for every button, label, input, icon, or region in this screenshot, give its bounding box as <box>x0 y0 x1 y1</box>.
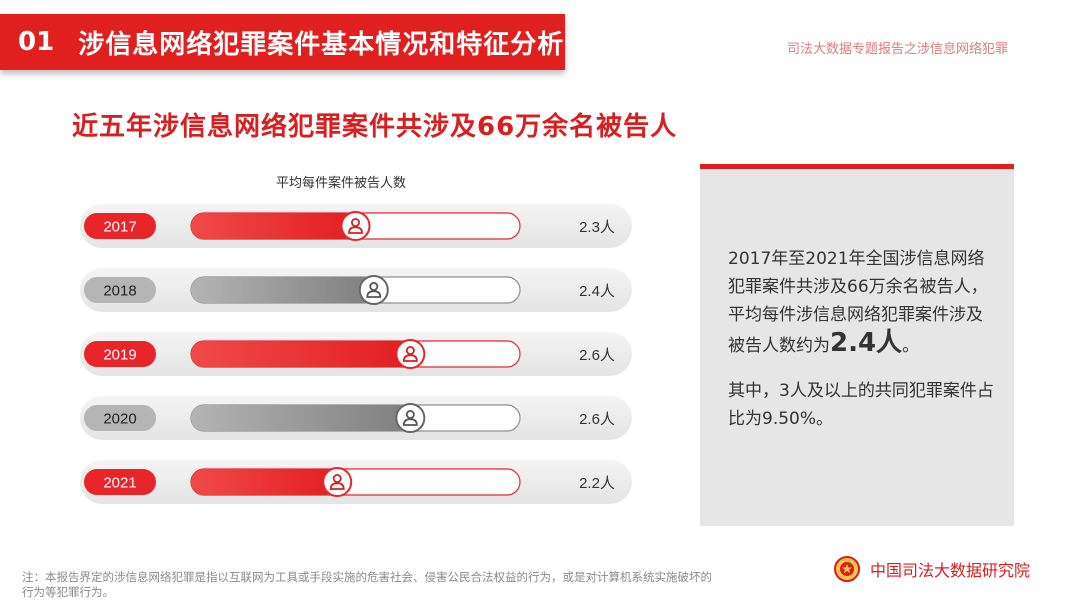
summary-detail: 其中，3人及以上的共同犯罪案件占比为9.50%。 <box>728 381 994 429</box>
chart-title: 平均每件案件被告人数 <box>276 176 407 191</box>
year-pill <box>84 405 156 431</box>
tick-label: 2018 <box>103 283 136 300</box>
tick-label: 2021 <box>103 475 136 492</box>
summary-highlight: 2.4人 <box>830 328 903 358</box>
bar-chart: 2017 2.3人 2018 2.4人 2019 2.6人 2020 2.6人 2021 2.2人 <box>80 204 632 504</box>
year-pill <box>84 469 156 495</box>
person-icon <box>322 467 353 497</box>
summary-end: 。 <box>902 336 920 356</box>
data-label: 2.4人 <box>579 283 615 300</box>
headline: 近五年涉信息网络犯罪案件共涉及66万余名被告人 <box>72 112 678 142</box>
bar <box>191 469 338 495</box>
data-label: 2.6人 <box>579 411 615 428</box>
data-label: 2.3人 <box>579 219 615 236</box>
summary-panel: 2017年至2021年全国涉信息网络犯罪案件共涉及66万余名被告人，平均每件涉信… <box>700 164 1014 526</box>
summary-main: 2017年至2021年全国涉信息网络犯罪案件共涉及66万余名被告人，平均每件涉信… <box>728 249 988 356</box>
bar <box>191 277 374 303</box>
data-label: 2.6人 <box>579 347 615 364</box>
year-pill <box>84 277 156 303</box>
person-icon <box>340 211 371 241</box>
summary-text: 2017年至2021年全国涉信息网络犯罪案件共涉及66万余名被告人，平均每件涉信… <box>728 245 998 360</box>
bar <box>191 405 411 431</box>
data-label: 2.2人 <box>579 475 615 492</box>
bar <box>191 213 356 239</box>
tick-label: 2019 <box>103 347 136 364</box>
bar <box>191 341 411 367</box>
tick-label: 2020 <box>103 411 136 428</box>
org-name: 中国司法大数据研究院 <box>870 561 1031 580</box>
org-logo: 中国司法大数据研究院 <box>834 556 1030 582</box>
section-title: 涉信息网络犯罪案件基本情况和特征分析 <box>78 29 565 60</box>
section-header: 01 涉信息网络犯罪案件基本情况和特征分析 <box>0 14 565 70</box>
court-emblem-icon <box>834 556 860 582</box>
person-icon <box>358 275 389 305</box>
person-icon <box>395 403 426 433</box>
section-number: 01 <box>18 27 55 57</box>
footnote: 注：本报告界定的涉信息网络犯罪是指以互联网为工具或手段实施的危害社会、侵害公民合… <box>22 570 712 599</box>
year-pill <box>84 341 156 367</box>
year-pill <box>84 213 156 239</box>
report-name: 司法大数据专题报告之涉信息网络犯罪 <box>786 42 1008 57</box>
tick-label: 2017 <box>103 219 136 236</box>
person-icon <box>395 339 426 369</box>
